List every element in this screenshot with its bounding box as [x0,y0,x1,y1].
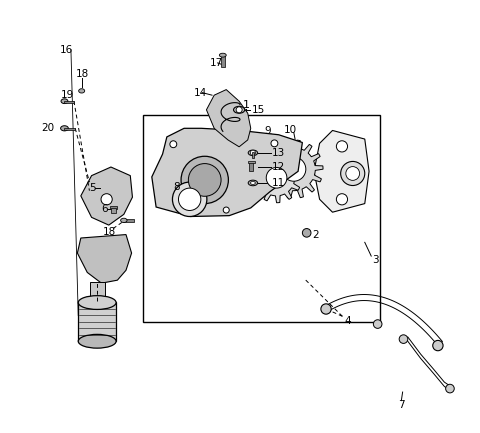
Circle shape [302,229,311,237]
Text: 6: 6 [101,204,108,214]
Polygon shape [77,235,132,283]
Circle shape [341,162,365,185]
Bar [78,302,116,341]
Text: 4: 4 [344,316,351,326]
Ellipse shape [78,296,116,310]
Bar [111,208,116,213]
Circle shape [282,157,306,181]
Ellipse shape [61,99,68,103]
Ellipse shape [251,181,255,184]
Circle shape [336,141,348,152]
Bar [143,116,380,322]
Circle shape [179,188,201,210]
Circle shape [321,304,331,314]
Polygon shape [152,128,302,216]
Bar [90,282,105,303]
Circle shape [101,194,112,205]
Circle shape [170,141,177,148]
Text: 9: 9 [264,126,271,136]
Text: 17: 17 [210,58,223,68]
Polygon shape [81,167,132,225]
Ellipse shape [248,180,258,186]
Text: 20: 20 [42,123,55,133]
Text: 12: 12 [272,162,285,172]
Ellipse shape [60,126,68,131]
Circle shape [188,164,221,196]
Circle shape [181,156,228,204]
Circle shape [433,340,443,351]
Text: 19: 19 [60,90,73,100]
Text: 7: 7 [398,400,405,410]
Text: 13: 13 [272,148,285,158]
Circle shape [266,168,287,188]
Circle shape [223,207,229,213]
Bar [248,161,254,163]
Circle shape [399,335,408,343]
Text: 10: 10 [284,126,297,136]
Bar [250,162,253,171]
Text: 5: 5 [89,183,96,193]
Polygon shape [314,130,369,212]
Bar [252,152,254,158]
Polygon shape [252,153,301,203]
Circle shape [336,194,348,205]
Text: 18: 18 [103,227,117,237]
Bar [123,219,134,222]
Text: 14: 14 [193,87,207,97]
Circle shape [373,320,382,328]
Circle shape [236,107,242,113]
Text: 18: 18 [76,69,89,79]
Circle shape [271,140,278,147]
Ellipse shape [79,89,84,93]
Circle shape [346,167,360,181]
Text: 16: 16 [60,45,73,55]
Bar [221,55,225,67]
Ellipse shape [248,150,258,155]
Ellipse shape [120,218,127,223]
Text: 2: 2 [312,229,319,239]
Circle shape [172,182,207,216]
Ellipse shape [78,334,116,348]
Bar [110,206,117,209]
Text: 3: 3 [372,255,379,265]
Bar [64,101,74,103]
Polygon shape [206,90,251,147]
Polygon shape [264,140,323,198]
Circle shape [445,384,454,393]
Ellipse shape [219,53,226,57]
Text: 8: 8 [173,182,180,192]
Text: 15: 15 [252,105,265,115]
Text: 11: 11 [272,178,285,188]
Ellipse shape [234,107,245,113]
Circle shape [251,150,255,155]
Bar [64,128,75,130]
Text: 1: 1 [243,100,250,110]
